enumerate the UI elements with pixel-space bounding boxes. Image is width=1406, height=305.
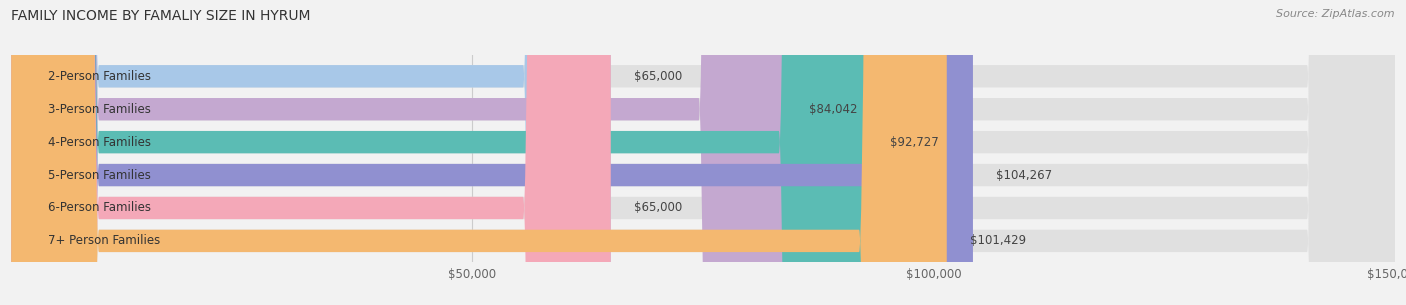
Text: $84,042: $84,042 [810, 103, 858, 116]
FancyBboxPatch shape [11, 0, 973, 305]
FancyBboxPatch shape [11, 0, 1395, 305]
Text: $104,267: $104,267 [995, 169, 1052, 181]
FancyBboxPatch shape [11, 0, 1395, 305]
FancyBboxPatch shape [11, 0, 866, 305]
Text: 3-Person Families: 3-Person Families [48, 103, 150, 116]
FancyBboxPatch shape [11, 0, 610, 305]
Text: 7+ Person Families: 7+ Person Families [48, 235, 160, 247]
Text: $65,000: $65,000 [634, 70, 682, 83]
FancyBboxPatch shape [11, 0, 1395, 305]
FancyBboxPatch shape [11, 0, 1395, 305]
FancyBboxPatch shape [11, 0, 1395, 305]
Text: 5-Person Families: 5-Person Families [48, 169, 150, 181]
Text: 4-Person Families: 4-Person Families [48, 136, 150, 149]
Text: 2-Person Families: 2-Person Families [48, 70, 150, 83]
FancyBboxPatch shape [11, 0, 1395, 305]
FancyBboxPatch shape [11, 0, 786, 305]
Text: 6-Person Families: 6-Person Families [48, 202, 150, 214]
Text: Source: ZipAtlas.com: Source: ZipAtlas.com [1277, 9, 1395, 19]
Text: FAMILY INCOME BY FAMALIY SIZE IN HYRUM: FAMILY INCOME BY FAMALIY SIZE IN HYRUM [11, 9, 311, 23]
FancyBboxPatch shape [11, 0, 946, 305]
Text: $101,429: $101,429 [970, 235, 1026, 247]
Text: $92,727: $92,727 [890, 136, 938, 149]
FancyBboxPatch shape [11, 0, 610, 305]
Text: $65,000: $65,000 [634, 202, 682, 214]
